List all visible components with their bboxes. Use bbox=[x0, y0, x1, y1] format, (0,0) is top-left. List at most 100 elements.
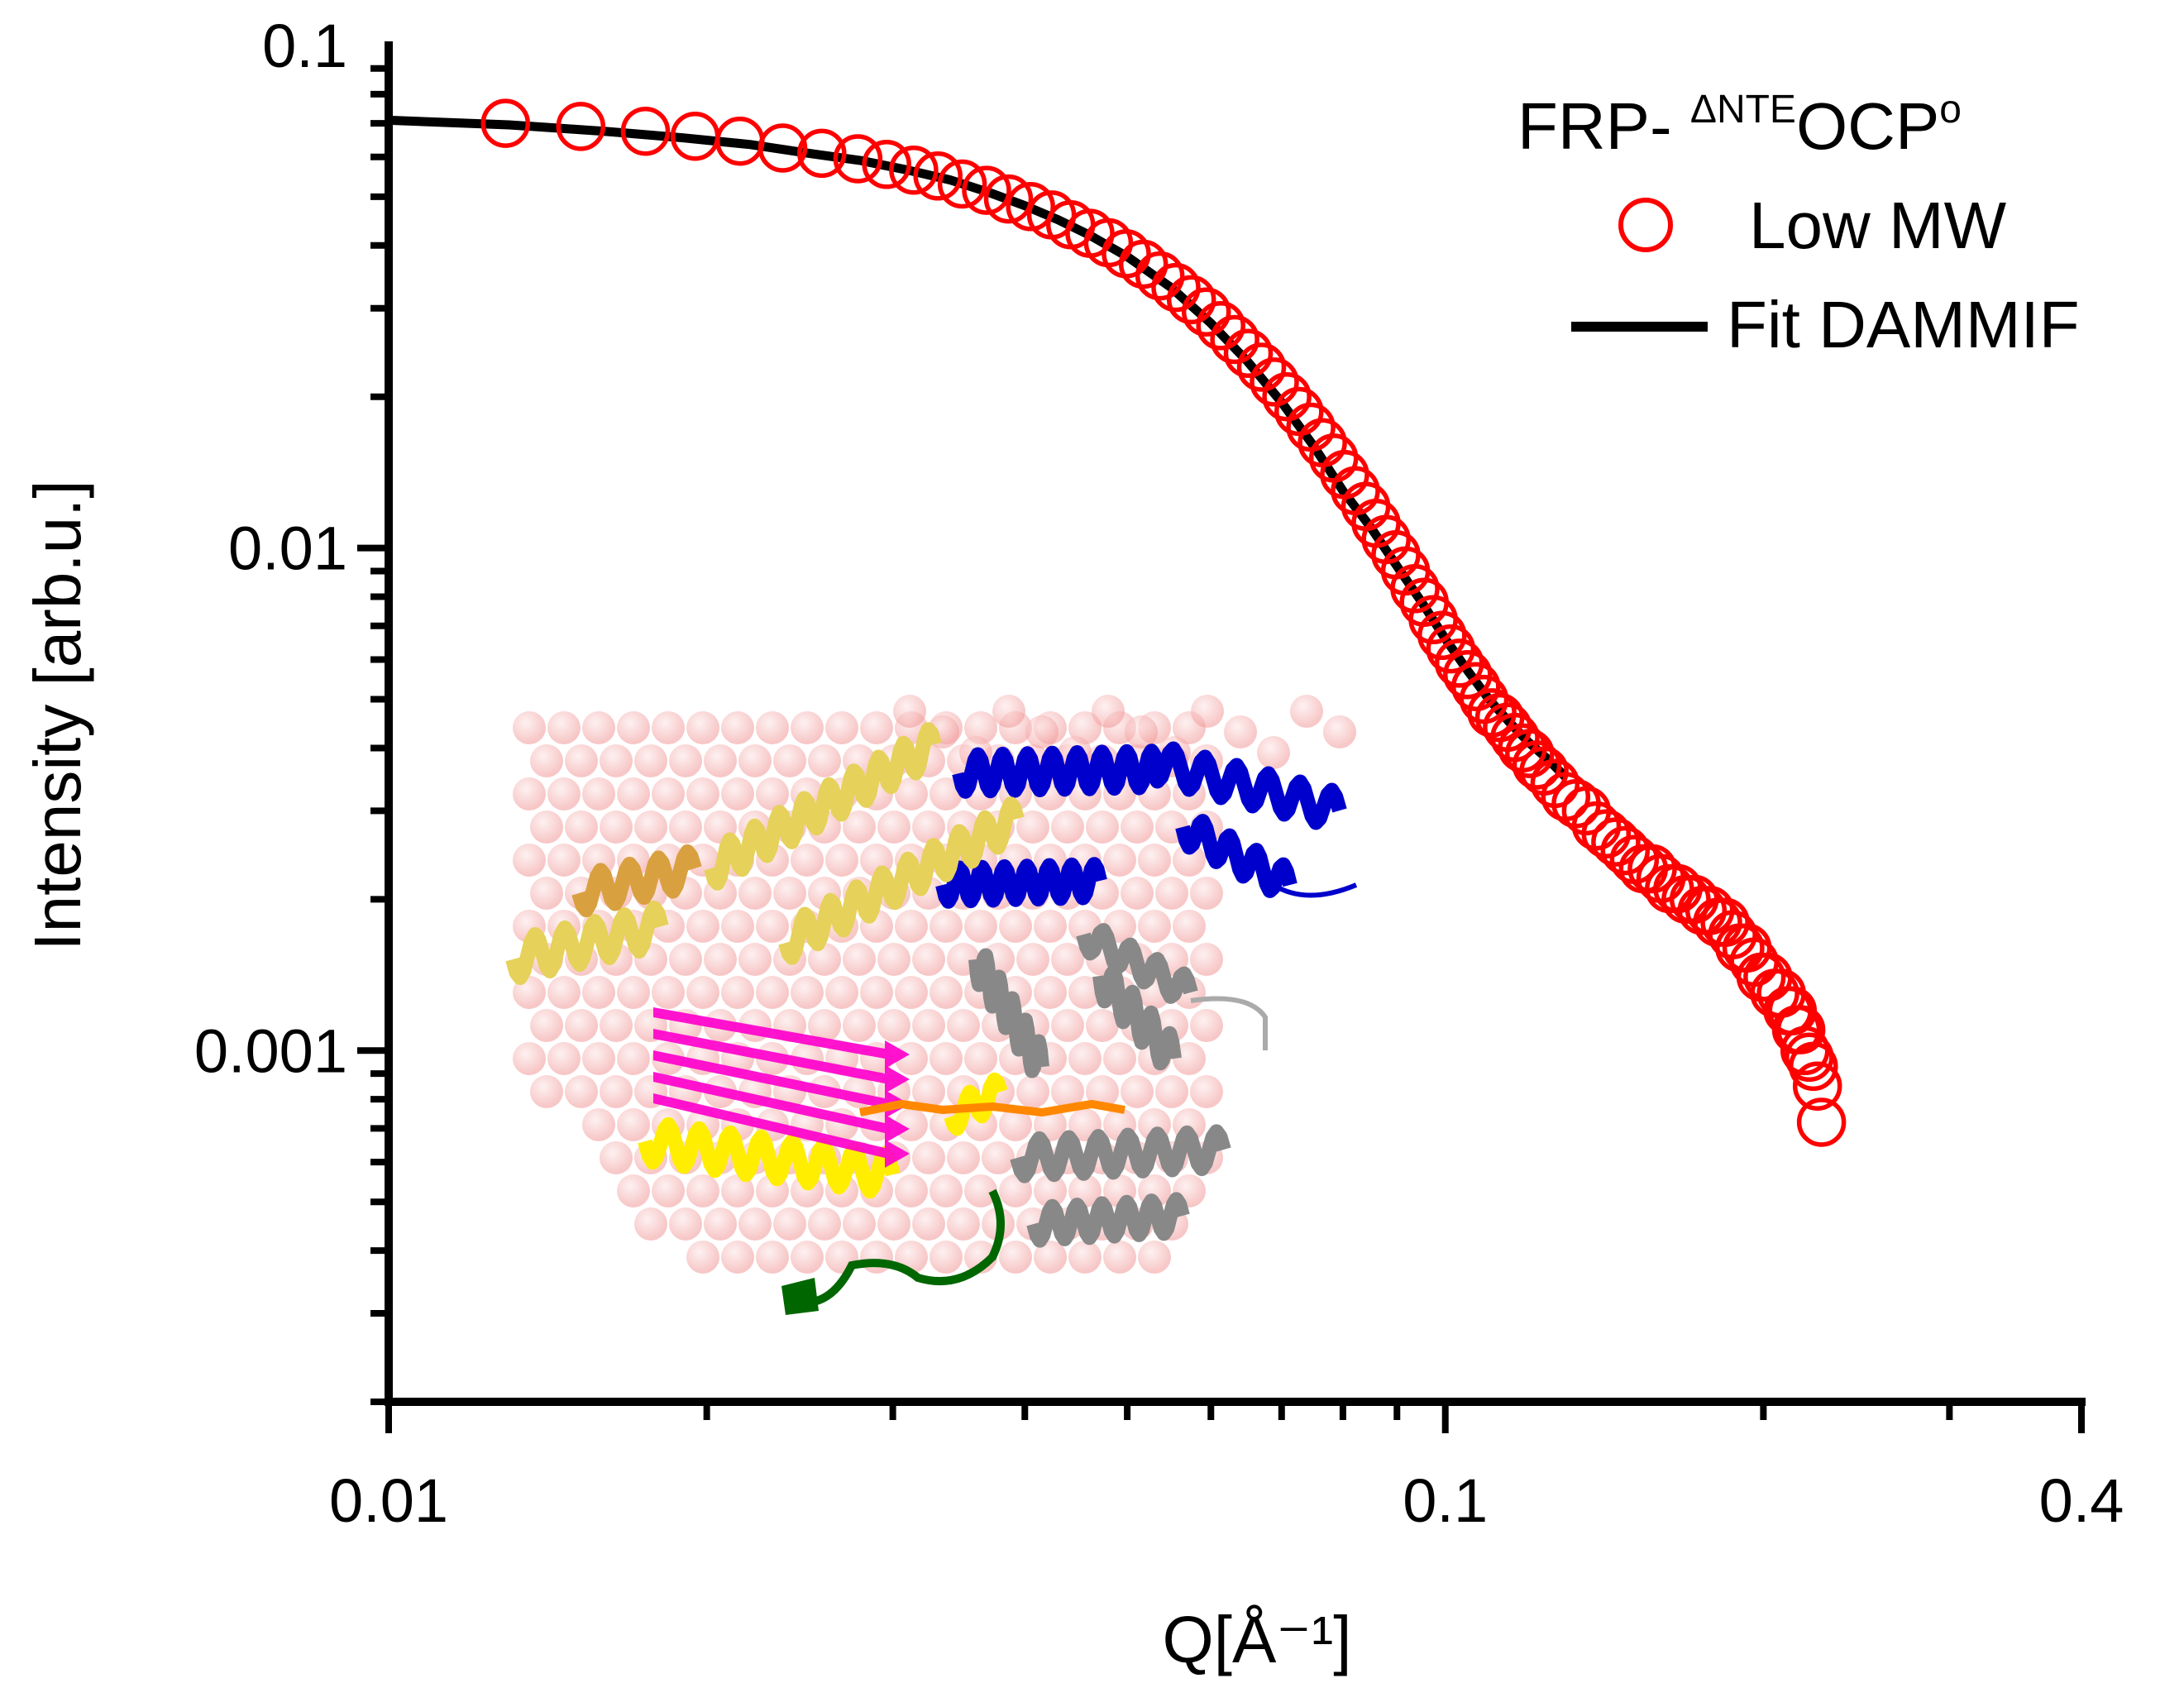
data-point bbox=[889, 145, 939, 195]
data-point bbox=[1135, 251, 1185, 301]
data-point bbox=[833, 134, 883, 184]
bead bbox=[547, 1042, 581, 1075]
bead bbox=[1173, 910, 1206, 943]
bead bbox=[513, 1042, 546, 1075]
bead bbox=[1051, 1075, 1084, 1108]
bead bbox=[1138, 910, 1171, 943]
bead bbox=[999, 1241, 1032, 1274]
carotenoid bbox=[859, 1099, 1125, 1117]
helix-green bbox=[781, 1278, 819, 1315]
bead bbox=[791, 844, 824, 877]
bead bbox=[895, 1042, 928, 1075]
y-axis-title: Intensity [arb.u.] bbox=[21, 480, 94, 950]
bead bbox=[791, 711, 824, 744]
data-point bbox=[1789, 1041, 1838, 1092]
helix-orange bbox=[571, 844, 702, 918]
data-point bbox=[480, 98, 531, 148]
bead bbox=[617, 777, 650, 810]
bead bbox=[1121, 1075, 1154, 1108]
data-point bbox=[1118, 239, 1168, 289]
bead bbox=[1034, 1174, 1067, 1207]
bead bbox=[930, 1174, 963, 1207]
bead bbox=[530, 810, 563, 844]
bead bbox=[1034, 1241, 1067, 1274]
helix-blue bbox=[1175, 814, 1297, 898]
bead bbox=[808, 943, 841, 976]
beta-strand bbox=[653, 1029, 910, 1093]
data-point bbox=[1151, 262, 1201, 313]
bead bbox=[1034, 976, 1067, 1009]
bead bbox=[1121, 810, 1154, 844]
bead bbox=[634, 1207, 667, 1241]
bead bbox=[547, 976, 581, 1009]
bead bbox=[1155, 877, 1188, 910]
bead bbox=[1068, 711, 1102, 744]
data-point bbox=[797, 128, 847, 179]
bead bbox=[704, 943, 737, 976]
legend: FRP- ΔNTEOCPo Low MW Fit DAMMIF bbox=[1517, 88, 2080, 361]
data-point bbox=[1451, 662, 1501, 711]
bead bbox=[547, 844, 581, 877]
bead bbox=[860, 976, 893, 1009]
bead bbox=[530, 1075, 563, 1108]
bead bbox=[1051, 1009, 1084, 1042]
bead bbox=[582, 1042, 615, 1075]
bead bbox=[738, 1207, 772, 1241]
bead bbox=[947, 1141, 980, 1174]
bead bbox=[1323, 715, 1356, 748]
bead bbox=[930, 1241, 963, 1274]
data-point bbox=[1223, 328, 1274, 378]
bead bbox=[1103, 844, 1136, 877]
bead bbox=[1016, 1075, 1049, 1108]
bead bbox=[912, 1075, 945, 1108]
bead bbox=[1290, 695, 1323, 728]
bead bbox=[1190, 1075, 1223, 1108]
x-tick-label: 0.4 bbox=[2039, 1466, 2124, 1535]
bead bbox=[756, 976, 789, 1009]
bead bbox=[669, 1207, 702, 1241]
bead bbox=[738, 744, 772, 777]
bead bbox=[930, 910, 963, 943]
helix-gray bbox=[968, 948, 1049, 1078]
bead bbox=[930, 976, 963, 1009]
data-point bbox=[1181, 287, 1231, 337]
bead bbox=[669, 810, 702, 844]
bead bbox=[964, 711, 997, 744]
bead bbox=[547, 777, 581, 810]
bead bbox=[992, 695, 1025, 728]
bead bbox=[895, 910, 928, 943]
bead bbox=[513, 777, 546, 810]
bead bbox=[843, 810, 876, 844]
bead bbox=[1068, 1042, 1102, 1075]
bead bbox=[600, 1075, 633, 1108]
data-point bbox=[962, 165, 1011, 215]
bead bbox=[686, 910, 719, 943]
bead bbox=[600, 1009, 633, 1042]
bead bbox=[912, 1009, 945, 1042]
bead bbox=[1068, 976, 1102, 1009]
data-point bbox=[620, 106, 671, 156]
bead bbox=[600, 810, 633, 844]
data-point bbox=[862, 140, 911, 189]
bead bbox=[843, 943, 876, 976]
fit-line bbox=[388, 115, 1570, 781]
bead bbox=[1016, 943, 1049, 976]
bead bbox=[513, 711, 546, 744]
bead bbox=[860, 711, 893, 744]
bead bbox=[582, 777, 615, 810]
data-point bbox=[1006, 182, 1055, 232]
data-point bbox=[1796, 1097, 1847, 1147]
helix-yellow bbox=[638, 1116, 901, 1199]
bead bbox=[617, 1042, 650, 1075]
bead bbox=[1191, 695, 1224, 728]
bead bbox=[721, 711, 754, 744]
bead bbox=[530, 744, 563, 777]
bead bbox=[704, 744, 737, 777]
bead bbox=[686, 1241, 719, 1274]
bead bbox=[1173, 1042, 1206, 1075]
bead bbox=[565, 810, 598, 844]
bead bbox=[877, 810, 910, 844]
molecular-structure-inset bbox=[505, 695, 1358, 1315]
helix-gold bbox=[704, 722, 942, 891]
bead bbox=[634, 744, 667, 777]
